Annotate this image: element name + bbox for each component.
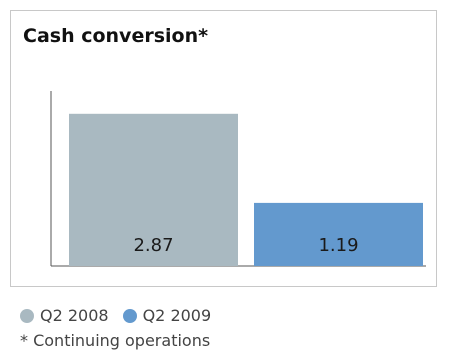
- bar-q2-2009: [254, 202, 423, 266]
- legend-item-q2-2009: Q2 2009: [122, 306, 212, 325]
- bar-chart: 2.87 1.19: [50, 91, 426, 267]
- chart-panel: Cash conversion* 2.87 1.19: [10, 10, 437, 287]
- legend-swatch-q2-2009: [122, 308, 137, 323]
- chart-title: Cash conversion*: [23, 25, 209, 47]
- legend-label-q2-2009: Q2 2009: [142, 306, 212, 325]
- bar-q2-2008: [69, 113, 238, 266]
- bar-value-label-q2-2009: 1.19: [318, 235, 358, 256]
- legend-label-q2-2008: Q2 2008: [40, 306, 109, 325]
- footnote: * Continuing operations: [20, 331, 211, 350]
- bar-value-label-q2-2008: 2.87: [133, 235, 173, 256]
- legend-swatch-q2-2008: [20, 308, 34, 323]
- legend-item-q2-2008: Q2 2008: [20, 306, 109, 325]
- chart-legend: Q2 2008 Q2 2009: [20, 306, 225, 325]
